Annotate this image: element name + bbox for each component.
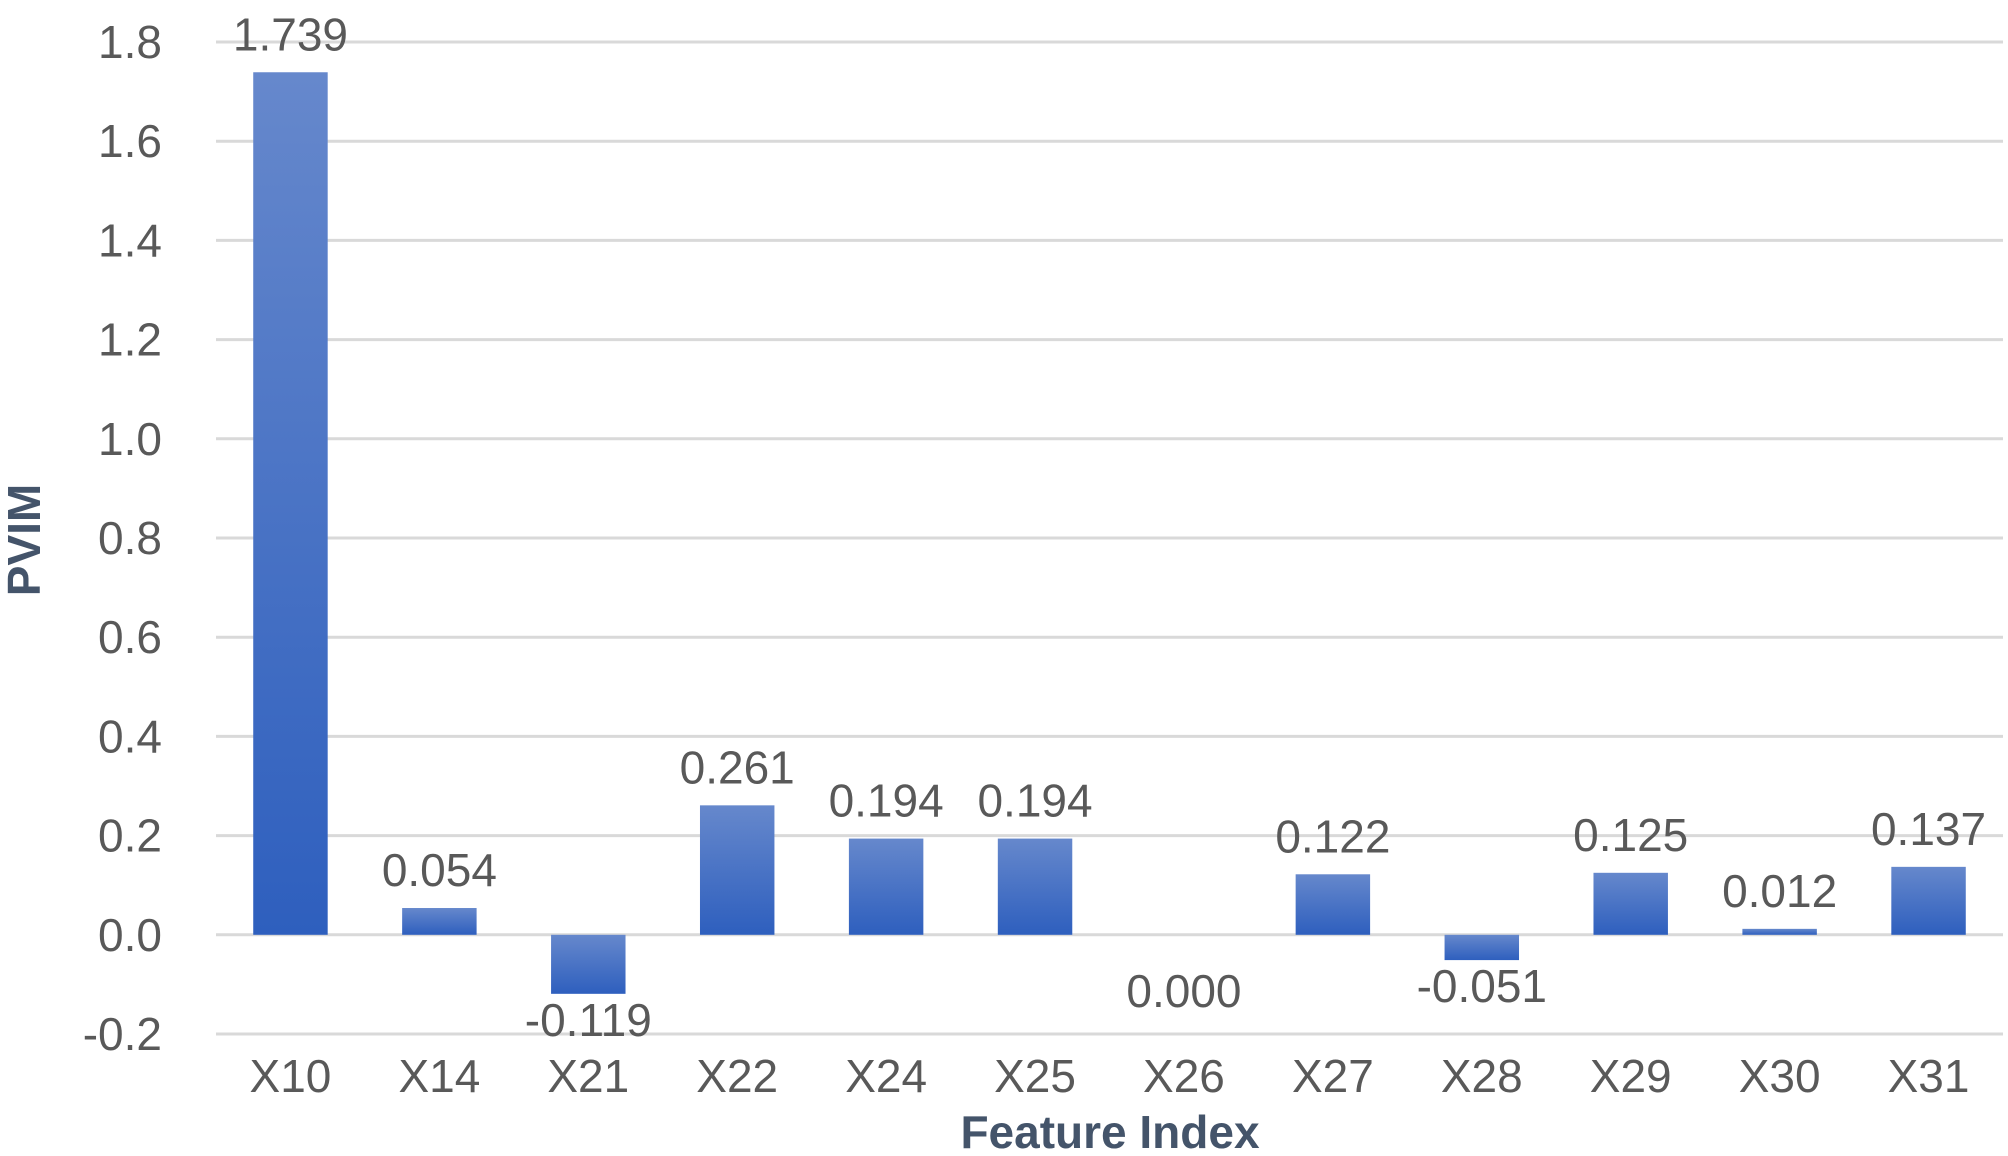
y-tick-label: 0.6 [98,611,162,663]
x-tick-label-x31: X31 [1888,1050,1970,1102]
bar-x22 [699,805,775,935]
data-label-x21: -0.119 [525,994,652,1046]
bar-x25 [997,838,1073,935]
bar-x14 [402,908,477,935]
bar-x31 [1891,866,1966,935]
x-tick-label-x14: X14 [398,1050,480,1102]
y-tick-label: 1.2 [98,314,162,366]
x-tick-label-x24: X24 [845,1050,927,1102]
x-tick-label-x28: X28 [1441,1050,1523,1102]
x-tick-label-x27: X27 [1292,1050,1374,1102]
bar-x28 [1444,934,1520,961]
y-tick-label: 0.4 [98,710,162,762]
x-tick-label-x21: X21 [547,1050,629,1102]
y-tick-label: 1.0 [98,413,162,465]
y-tick-label: 1.4 [98,214,162,266]
data-label-x10: 1.739 [233,8,348,60]
y-tick-label: 1.6 [98,115,162,167]
x-axis-ticks: X10 X14 X21 X22 X24 X25 X26 X27 X28 X29 X30 X31 [250,1050,1970,1102]
bar-x30 [1742,928,1817,935]
data-label-x26: 0.000 [1126,965,1241,1017]
bar-x29 [1593,872,1668,935]
data-label-x27: 0.122 [1275,810,1390,862]
x-tick-label-x22: X22 [696,1050,778,1102]
y-tick-label: 1.8 [98,16,162,68]
bar-x27 [1295,874,1371,935]
data-labels: 1.739 0.054 -0.119 0.261 0.194 0.194 0.000 0.12… [233,8,1986,1046]
x-tick-label-x10: X10 [250,1050,332,1102]
y-tick-label: 0.8 [98,512,162,564]
data-label-x31: 0.137 [1871,803,1986,855]
x-tick-label-x29: X29 [1590,1050,1672,1102]
bars [253,72,1966,994]
x-tick-label-x30: X30 [1739,1050,1821,1102]
y-tick-label: -0.2 [83,1008,162,1060]
y-tick-label: 0.2 [98,810,162,862]
data-label-x28: -0.051 [1417,960,1547,1012]
y-tick-label: 0.0 [98,909,162,961]
x-axis-title: Feature Index [960,1106,1260,1156]
data-label-x14: 0.054 [382,844,497,896]
data-label-x24: 0.194 [829,775,944,827]
gridlines [216,40,2003,1036]
data-label-x25: 0.194 [977,775,1092,827]
y-axis-ticks: -0.2 0.0 0.2 0.4 0.6 0.8 1.0 1.2 1.4 1.6 1.8 [83,16,162,1060]
y-axis-title: PVIM [0,484,50,596]
data-label-x30: 0.012 [1722,865,1837,917]
x-tick-label-x26: X26 [1143,1050,1225,1102]
bar-x10 [253,72,328,935]
x-tick-label-x25: X25 [994,1050,1076,1102]
data-label-x22: 0.261 [680,741,795,793]
bar-x21 [551,934,626,994]
data-label-x29: 0.125 [1573,809,1688,861]
bar-x24 [848,838,924,935]
